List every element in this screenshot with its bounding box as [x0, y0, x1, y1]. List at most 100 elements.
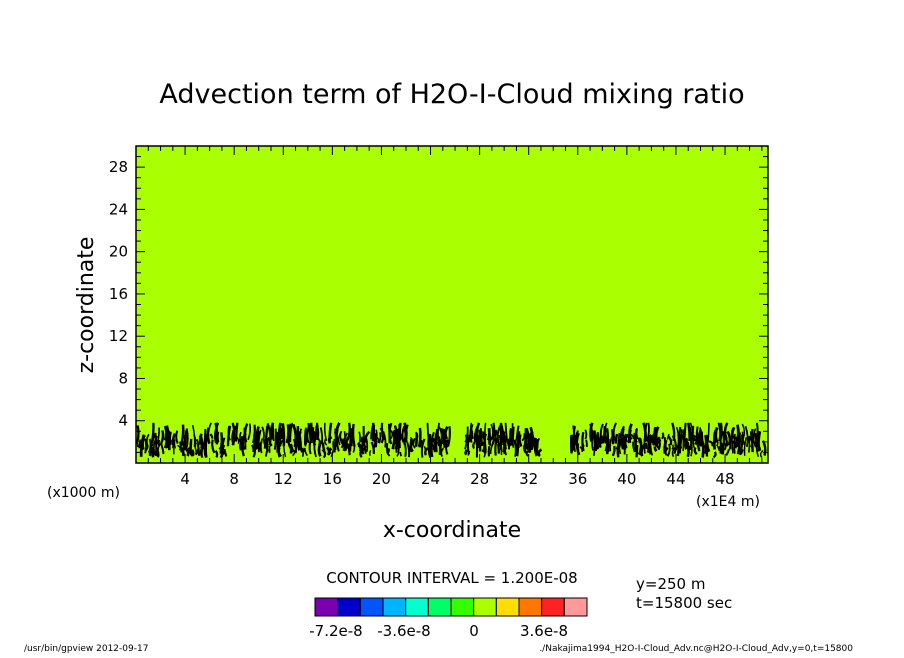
contour-line: [739, 433, 740, 443]
x-tick-label: 44: [666, 470, 685, 488]
x-tick-label: 12: [274, 470, 293, 488]
contour-line: [174, 439, 175, 448]
colorbar-cell: [496, 598, 519, 616]
contour-line: [637, 445, 638, 457]
colorbar-labels: -7.2e-8 -3.6e-8 0 3.6e-8: [309, 622, 568, 640]
contour-line: [582, 432, 583, 451]
contour-line: [675, 444, 676, 449]
contour-line: [364, 426, 365, 442]
contour-line: [481, 431, 482, 446]
contour-line: [513, 427, 514, 446]
contour-line: [198, 444, 199, 456]
contour-line: [485, 423, 486, 441]
contour-line: [439, 436, 440, 455]
x-tick-label: 16: [323, 470, 342, 488]
plot-area-fill: [136, 146, 768, 463]
y-tick-label: 28: [109, 158, 128, 176]
x-tick-label: 28: [470, 470, 489, 488]
x-tick-label: 8: [229, 470, 239, 488]
contour-line: [477, 436, 478, 457]
colorbar-label: 3.6e-8: [520, 622, 568, 640]
contour-line: [192, 450, 193, 456]
colorbar: [315, 598, 587, 616]
x-tick-label: 48: [716, 470, 735, 488]
colorbar-cell: [564, 598, 587, 616]
contour-line: [639, 438, 640, 444]
contour-line: [646, 423, 647, 440]
contour-line: [323, 443, 324, 451]
contour-line: [489, 446, 490, 456]
contour-line: [510, 428, 511, 440]
contour-line: [466, 450, 467, 455]
x-tick-label: 40: [617, 470, 636, 488]
contour-line: [703, 445, 704, 458]
contour-line: [734, 434, 735, 454]
x-tick-label: 4: [180, 470, 190, 488]
colorbar-label: -3.6e-8: [377, 622, 430, 640]
y-axis-title: z-coordinate: [74, 237, 99, 374]
x-tick-label: 20: [372, 470, 391, 488]
colorbar-cell: [315, 598, 338, 616]
contour-line: [517, 436, 518, 457]
contour-line: [655, 447, 657, 452]
y-tick-label: 20: [109, 243, 128, 261]
contour-line: [400, 452, 401, 456]
contour-line: [739, 441, 740, 451]
contour-line: [138, 425, 139, 441]
x-unit-left: (x1000 m): [47, 485, 120, 501]
contour-interval-label: CONTOUR INTERVAL = 1.200E-08: [326, 569, 577, 587]
contour-line: [594, 430, 595, 445]
colorbar-cell: [474, 598, 497, 616]
x-tick-label: 24: [421, 470, 440, 488]
contour-line: [684, 423, 685, 441]
x-axis-title: x-coordinate: [383, 518, 521, 543]
colorbar-label: 0: [469, 622, 479, 640]
contour-line: [644, 434, 645, 453]
contour-line: [195, 440, 196, 445]
contour-line: [466, 435, 467, 443]
x-tick-label: 32: [519, 470, 538, 488]
colorbar-cell: [360, 598, 383, 616]
y-tick-label: 24: [109, 200, 128, 218]
y-tick-label: 12: [109, 327, 128, 345]
contour-line: [691, 440, 692, 456]
contour-line: [420, 430, 421, 443]
footer-left: /usr/bin/gpview 2012-09-17: [24, 644, 148, 654]
contour-line: [730, 437, 731, 449]
colorbar-cell: [428, 598, 451, 616]
time-label: t=15800 sec: [636, 594, 732, 612]
chart-title: Advection term of H2O-I-Cloud mixing rat…: [159, 79, 744, 110]
contour-line: [347, 438, 348, 449]
colorbar-cell: [542, 598, 565, 616]
contour-line: [359, 432, 360, 441]
contour-line: [694, 436, 695, 441]
contour-line: [616, 434, 617, 444]
contour-line: [275, 429, 276, 450]
contour-line: [273, 423, 274, 441]
slice-y-label: y=250 m: [636, 575, 705, 593]
contour-line: [443, 430, 444, 442]
colorbar-label: -7.2e-8: [309, 622, 362, 640]
y-tick-label: 16: [109, 285, 128, 303]
contour-line: [436, 429, 437, 452]
contour-line: [716, 432, 717, 442]
contour-line: [236, 423, 237, 442]
contour-line: [217, 432, 218, 443]
contour-line: [586, 440, 587, 447]
contour-line: [749, 437, 750, 453]
contour-line: [305, 429, 306, 444]
colorbar-cell: [383, 598, 406, 616]
contour-line: [598, 432, 599, 441]
colorbar-cell: [451, 598, 474, 616]
contour-line: [662, 433, 663, 439]
contour-line: [723, 432, 724, 455]
contour-line: [659, 442, 660, 450]
contour-line: [498, 444, 499, 454]
y-tick-label: 8: [118, 369, 128, 387]
contour-line: [688, 423, 689, 441]
y-tick-label: 4: [118, 412, 128, 430]
contour-line: [416, 433, 417, 446]
x-unit-right: (x1E4 m): [696, 494, 760, 510]
colorbar-cell: [519, 598, 542, 616]
